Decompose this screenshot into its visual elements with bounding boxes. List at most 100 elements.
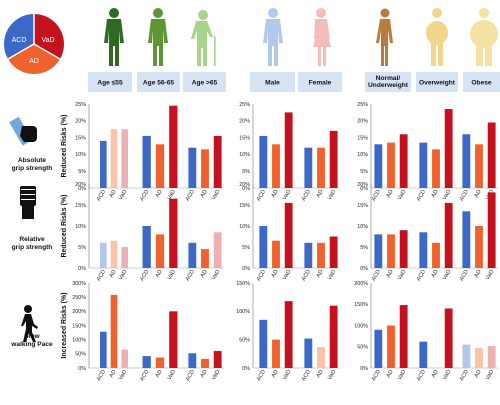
x-category-label: AD: [155, 269, 164, 279]
x-category-label: ACD: [301, 369, 312, 382]
pie-label-acd: ACD: [12, 37, 27, 44]
x-category-label: ACD: [139, 189, 150, 202]
x-category-label: VaD: [327, 189, 337, 201]
bar-vad: [284, 202, 293, 268]
x-category-label: VaD: [327, 269, 337, 281]
bar-vad: [444, 109, 453, 188]
raised-fist-icon: [20, 186, 36, 219]
dynamometer-hand-icon: [9, 116, 37, 146]
bar-ad: [110, 129, 118, 188]
elderly-cane-figure-icon: [191, 10, 216, 66]
y-axis-title: Reduced Risks (%): [61, 194, 68, 257]
y-tick-label: 200%: [354, 281, 368, 287]
bar-acd: [100, 140, 107, 188]
bar-acd: [462, 134, 471, 188]
x-category-label: VaD: [397, 369, 407, 381]
x-category-label: ACD: [139, 269, 150, 282]
bar-acd: [142, 135, 151, 188]
group-header-box: [183, 72, 226, 92]
x-category-label: VaD: [397, 189, 407, 201]
x-category-label: VaD: [211, 269, 221, 281]
y-tick-label: 5%: [360, 169, 368, 175]
bar-acd: [419, 232, 428, 268]
bar-ad: [317, 242, 325, 268]
bar-vad: [399, 230, 408, 268]
y-tick-label: 150%: [354, 302, 368, 308]
group-header-label: Normal/: [376, 75, 401, 82]
group-header-label: Age 56-65: [143, 80, 174, 87]
x-category-label: VaD: [167, 369, 177, 381]
x-category-label: AD: [200, 189, 209, 199]
bar-vad: [284, 112, 293, 188]
x-category-label: AD: [316, 189, 325, 199]
bar-vad: [487, 122, 496, 188]
y-tick-label: 10%: [75, 224, 86, 230]
y-tick-label: 10%: [239, 224, 250, 230]
bar-vad: [399, 134, 408, 188]
group-header-label: Underweight: [368, 82, 409, 89]
x-category-label: ACD: [371, 269, 382, 282]
bar-ad: [387, 234, 395, 268]
bar-ad: [272, 144, 280, 188]
bar-acd: [188, 147, 197, 188]
bar-vad: [284, 301, 293, 368]
y-tick-label: 15%: [357, 203, 368, 209]
group-header-box: [365, 72, 411, 92]
row-label: Relative: [19, 236, 45, 243]
row-label: Absolute: [18, 157, 47, 164]
bar-ad: [201, 358, 209, 368]
x-category-label: ACD: [185, 369, 196, 382]
bar-vad: [329, 236, 338, 268]
x-category-label: VaD: [397, 269, 407, 281]
bar-acd: [419, 142, 428, 188]
x-category-label: VaD: [282, 189, 292, 201]
bar-ad: [317, 347, 325, 368]
male-figure-icon: [263, 8, 283, 66]
bar-vad: [399, 305, 408, 368]
y-tick-label: 0%: [360, 266, 368, 272]
y-tick-label: 15%: [239, 135, 250, 141]
group-header-box: [250, 72, 295, 92]
bar-ad: [110, 294, 118, 368]
bar-ad: [432, 149, 440, 188]
y-tick-label: 10%: [239, 152, 250, 158]
y-tick-label: 15%: [75, 135, 86, 141]
bar-vad: [121, 247, 128, 268]
x-category-label: ACD: [371, 189, 382, 202]
bar-vad: [213, 135, 222, 188]
bar-acd: [188, 242, 197, 268]
y-tick-label: 25%: [239, 102, 250, 108]
bar-ad: [387, 142, 395, 188]
bar-ad: [475, 348, 483, 368]
x-category-label: ACD: [416, 189, 427, 202]
group-header-box: [463, 72, 500, 92]
bar-vad: [487, 192, 496, 268]
y-axis-title: Increased Risks (%): [61, 292, 68, 358]
row-label: grip strength: [12, 244, 53, 251]
group-header-box: [298, 72, 342, 92]
y-tick-label: 0%: [360, 186, 368, 192]
x-category-label: ACD: [301, 269, 312, 282]
x-category-label: VaD: [442, 189, 452, 201]
x-category-label: VaD: [167, 269, 177, 281]
bar-vad: [329, 130, 338, 188]
bar-acd: [100, 242, 107, 268]
bar-vad: [213, 232, 222, 268]
row-label: Slow: [24, 333, 40, 340]
y-tick-label: 5%: [78, 245, 86, 251]
bar-ad: [201, 149, 209, 188]
y-tick-label: 150%: [72, 323, 86, 329]
x-category-label: VaD: [211, 189, 221, 201]
bar-acd: [304, 242, 313, 268]
female-figure-icon: [313, 8, 331, 66]
bar-acd: [142, 226, 151, 268]
x-category-label: AD: [316, 269, 325, 279]
y-tick-label: 100%: [236, 309, 250, 315]
bar-vad: [169, 198, 178, 268]
x-category-label: ACD: [371, 369, 382, 382]
y-tick-label: 50%: [75, 352, 86, 358]
bar-ad: [387, 325, 395, 368]
x-category-label: AD: [474, 189, 483, 199]
x-category-label: ACD: [96, 189, 107, 202]
bar-vad: [444, 308, 453, 368]
